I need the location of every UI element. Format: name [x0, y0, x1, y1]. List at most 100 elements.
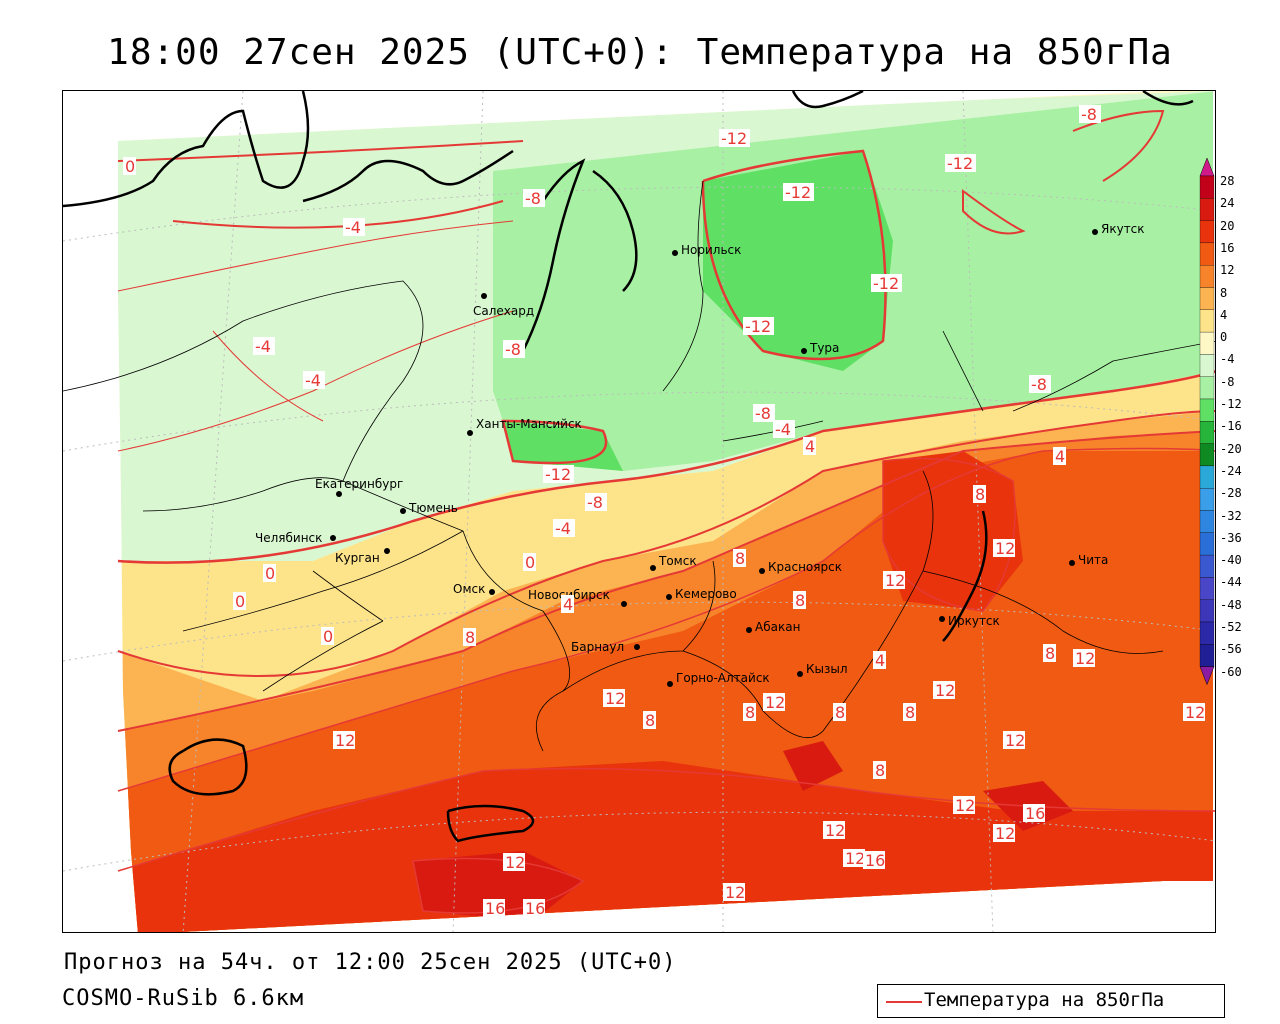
svg-text:Кемерово: Кемерово	[675, 587, 737, 601]
city-kemerovo[interactable]: Кемерово	[666, 587, 737, 601]
colorbar-bin	[1199, 376, 1215, 400]
colorbar-bin	[1199, 532, 1215, 556]
svg-text:-8: -8	[505, 340, 521, 359]
contour-label: -4	[343, 218, 365, 237]
contour-label: 4	[1053, 447, 1066, 466]
svg-text:0: 0	[323, 627, 333, 646]
contour-label: 8	[1043, 644, 1056, 663]
contour-label: 16	[1023, 804, 1045, 823]
svg-text:12: 12	[335, 731, 355, 750]
svg-text:8: 8	[905, 703, 915, 722]
contour-label: 4	[873, 651, 886, 670]
city-omsk[interactable]: Омск	[453, 582, 495, 596]
contour-label: 12	[823, 821, 845, 840]
svg-text:8: 8	[645, 711, 655, 730]
contour-label: 8	[833, 703, 846, 722]
city-tyumen[interactable]: Тюмень	[400, 501, 458, 515]
colorbar-bin	[1199, 599, 1215, 623]
colorbar-bin	[1199, 488, 1215, 511]
svg-text:-4: -4	[305, 371, 321, 390]
colorbar-label: 24	[1220, 196, 1235, 211]
svg-text:Абакан: Абакан	[755, 620, 800, 634]
city-khanty-mansiysk[interactable]: Ханты-Мансийск	[467, 417, 582, 436]
model-name: COSMO-RuSib 6.6км	[62, 986, 305, 1011]
colorbar-label: -40	[1220, 553, 1242, 568]
colorbar-bin	[1199, 265, 1215, 288]
colorbar-label: 16	[1220, 240, 1235, 255]
city-markers: Норильск Якутск Салехард Тура Ханты-Манс…	[255, 222, 1145, 687]
colorbar-label: -52	[1220, 620, 1242, 634]
city-abakan[interactable]: Абакан	[746, 620, 800, 634]
contour-label: 8	[743, 703, 756, 722]
svg-text:16: 16	[525, 899, 545, 918]
contour-label: 12	[953, 796, 975, 815]
city-barnaul[interactable]: Барнаул	[571, 640, 640, 654]
contour-labels: -12-12-12-12-12-12-8-8-8-8-8-8-4-4-4-4-4…	[123, 105, 1205, 918]
contour-label: 0	[123, 157, 136, 176]
city-kyzyl[interactable]: Кызыл	[797, 662, 848, 677]
colorbar-bin	[1199, 421, 1215, 444]
contour-label: -12	[783, 183, 814, 202]
svg-text:12: 12	[845, 849, 865, 868]
contour-label: 12	[1003, 731, 1025, 750]
svg-text:-12: -12	[873, 274, 899, 293]
contour-label: -12	[945, 154, 976, 173]
contour-label: 4	[561, 595, 574, 614]
contour-label: 8	[733, 549, 746, 568]
svg-text:-12: -12	[947, 154, 973, 173]
colorbar-label: -56	[1220, 642, 1242, 657]
city-norilsk[interactable]: Норильск	[672, 243, 741, 257]
colorbar-label: 0	[1220, 330, 1228, 345]
contour-label: 0	[233, 592, 246, 611]
colorbar-label: 4	[1220, 307, 1228, 322]
city-yekaterinburg[interactable]: Екатеринбург	[315, 477, 403, 497]
svg-text:12: 12	[1075, 649, 1095, 668]
colorbar-bin	[1199, 443, 1215, 467]
contour-label: 12	[883, 571, 905, 590]
contour-label: 12	[1073, 649, 1095, 668]
colorbar-label: -8	[1220, 374, 1235, 389]
colorbar-label: -16	[1220, 419, 1242, 434]
city-yakutsk[interactable]: Якутск	[1092, 222, 1145, 236]
contour-label: 8	[973, 485, 986, 504]
coastlines	[63, 91, 1194, 843]
contour-label: 12	[843, 849, 865, 868]
colorbar-bin	[1199, 331, 1215, 355]
contour-label: 8	[793, 591, 806, 610]
svg-text:8: 8	[875, 761, 885, 780]
svg-text:-4: -4	[775, 420, 791, 439]
lat-lon-grid	[63, 91, 1215, 932]
city-chelyabinsk[interactable]: Челябинск	[255, 531, 336, 545]
city-salekhard[interactable]: Салехард	[473, 293, 534, 318]
svg-text:Томск: Томск	[658, 554, 697, 568]
city-krasnoyarsk[interactable]: Красноярск	[759, 560, 842, 574]
svg-text:-4: -4	[255, 337, 271, 356]
contour-label: 4	[803, 437, 816, 456]
svg-text:Омск: Омск	[453, 582, 485, 596]
contour-label: 8	[643, 711, 656, 730]
svg-text:16: 16	[485, 899, 505, 918]
city-gorno-altaysk[interactable]: Горно-Алтайск	[667, 671, 770, 687]
colorbar-label: -48	[1220, 597, 1242, 612]
svg-text:12: 12	[995, 539, 1015, 558]
city-tura[interactable]: Тура	[801, 341, 839, 355]
colorbar-bin	[1199, 398, 1215, 422]
contour-label: 12	[763, 693, 785, 712]
svg-text:-12: -12	[745, 317, 771, 336]
contour-label: 12	[993, 824, 1015, 843]
temperature-map[interactable]: Норильск Якутск Салехард Тура Ханты-Манс…	[62, 90, 1216, 933]
colorbar-bin	[1199, 465, 1215, 489]
svg-text:-12: -12	[721, 129, 747, 148]
colorbar-label: -28	[1220, 486, 1242, 501]
svg-text:8: 8	[835, 703, 845, 722]
city-tomsk[interactable]: Томск	[650, 554, 697, 571]
contour-label: 8	[903, 703, 916, 722]
colorbar-bin	[1199, 554, 1215, 578]
map-canvas: Норильск Якутск Салехард Тура Ханты-Манс…	[63, 91, 1215, 932]
colorbar-label: -44	[1220, 575, 1242, 590]
city-irkutsk[interactable]: Иркутск	[939, 614, 1000, 628]
city-chita[interactable]: Чита	[1069, 553, 1108, 567]
svg-text:Горно-Алтайск: Горно-Алтайск	[676, 671, 770, 685]
svg-text:0: 0	[265, 564, 275, 583]
city-kurgan[interactable]: Курган	[335, 548, 390, 565]
